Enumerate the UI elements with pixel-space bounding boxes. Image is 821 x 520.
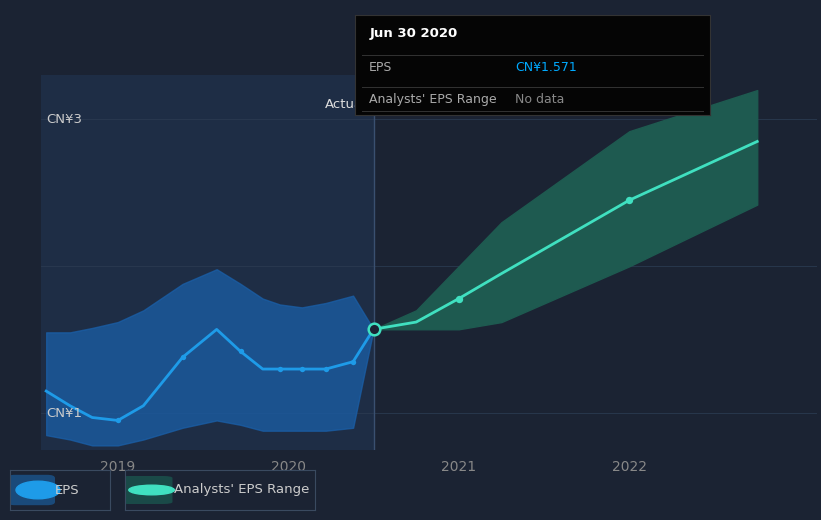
FancyBboxPatch shape [7, 475, 55, 505]
Point [319, 365, 333, 373]
Point [273, 365, 287, 373]
Point [234, 347, 247, 356]
Text: CN¥1.571: CN¥1.571 [515, 61, 576, 74]
Circle shape [129, 485, 174, 495]
Text: CN¥3: CN¥3 [46, 113, 82, 126]
Text: Analysts Forecasts: Analysts Forecasts [388, 98, 511, 111]
Text: EPS: EPS [55, 484, 80, 497]
Point [176, 353, 189, 361]
Point [452, 294, 466, 303]
Circle shape [16, 481, 60, 499]
Point [346, 358, 360, 366]
Text: Actual: Actual [325, 98, 367, 111]
Point [367, 325, 380, 333]
FancyBboxPatch shape [119, 476, 172, 504]
Text: Analysts' EPS Range: Analysts' EPS Range [369, 93, 497, 106]
Point [296, 365, 309, 373]
Text: Jun 30 2020: Jun 30 2020 [369, 27, 457, 40]
Text: CN¥1: CN¥1 [46, 407, 82, 420]
Text: Analysts' EPS Range: Analysts' EPS Range [174, 484, 310, 497]
Text: No data: No data [515, 93, 564, 106]
Point [111, 417, 124, 425]
Point [623, 196, 636, 204]
Text: EPS: EPS [369, 61, 392, 74]
Bar [41, 75, 374, 450]
